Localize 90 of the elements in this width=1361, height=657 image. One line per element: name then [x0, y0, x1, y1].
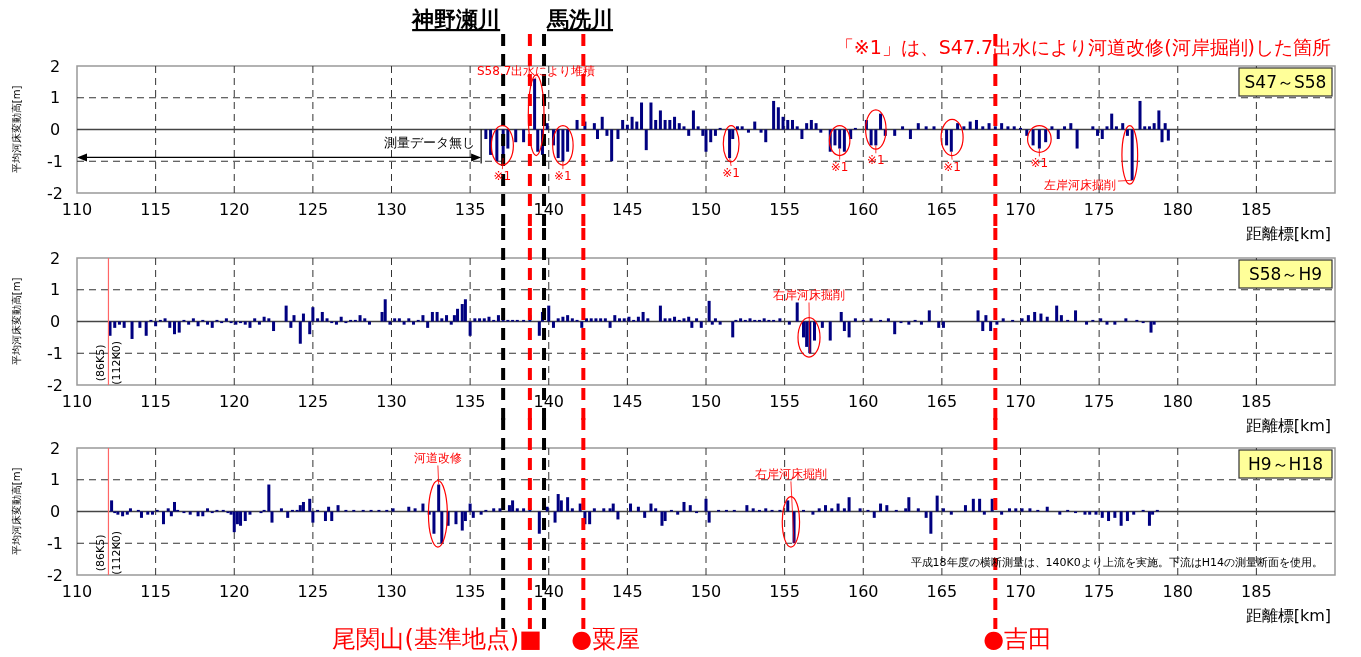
y-axis-title: 平均河床変動高[m] — [10, 277, 22, 366]
y-axis-title: 平均河床変動高[m] — [10, 85, 22, 174]
y-tick-label: -2 — [47, 565, 63, 585]
y-tick-label: 0 — [49, 120, 61, 139]
y-tick-label: 1 — [49, 280, 61, 300]
y-axis-title: 平均河床変動高[m] — [10, 467, 22, 556]
x-tick-label: 175 — [1083, 392, 1115, 411]
ref-line-label: 神野瀬川 — [411, 7, 501, 32]
x-tick-label: 155 — [769, 582, 800, 601]
y-tick-label: 2 — [49, 248, 61, 268]
chart-title: S47～S58 — [1244, 72, 1327, 92]
y-tick-label: 2 — [49, 438, 61, 458]
x-tick-label: 130 — [376, 582, 407, 601]
x-tick-label: 135 — [454, 200, 486, 219]
x-tick-label: 170 — [1005, 392, 1036, 411]
x-tick-label: 125 — [297, 582, 329, 601]
annotation: 左岸河床掘削 — [1043, 178, 1116, 193]
x-axis-title: 距離標[km] — [1245, 606, 1331, 625]
x-tick-label: 165 — [926, 200, 958, 219]
x-tick-label: 125 — [297, 392, 329, 411]
x-tick-label: 145 — [612, 200, 643, 219]
annotation: ※1 — [943, 159, 961, 174]
y-tick-label: -2 — [47, 375, 63, 395]
x-tick-label: 160 — [847, 200, 879, 219]
x-axis-title: 距離標[km] — [1245, 224, 1331, 243]
x-tick-label: 160 — [847, 582, 879, 601]
x-tick-label: 185 — [1241, 200, 1272, 219]
x-tick-label: 115 — [140, 200, 171, 219]
x-tick-label: 185 — [1241, 392, 1272, 411]
y-tick-label: 1 — [49, 470, 61, 490]
x-tick-label: 170 — [1005, 582, 1036, 601]
y-tick-label: 0 — [49, 502, 61, 521]
x-tick-label: 170 — [1005, 200, 1036, 219]
x-tick-label: 165 — [926, 582, 958, 601]
chart-title: H9～H18 — [1247, 454, 1324, 474]
x-tick-label: 125 — [297, 200, 329, 219]
annotation: 河道改修 — [413, 451, 462, 466]
x-tick-label: 130 — [376, 392, 407, 411]
ref-line-label: ●吉田 — [983, 625, 1053, 653]
annotation: ※1 — [554, 169, 572, 184]
x-tick-label: 150 — [690, 392, 722, 411]
x-tick-label: 120 — [218, 582, 250, 601]
ref-line-label: 測量データ無し — [384, 135, 476, 151]
x-tick-label: 135 — [454, 392, 486, 411]
x-tick-label: 155 — [769, 200, 800, 219]
y-tick-label: 2 — [49, 56, 61, 76]
annotation: ※1 — [1030, 156, 1049, 171]
x-tick-label: 120 — [218, 392, 250, 411]
chart-title: S58～H9 — [1248, 264, 1323, 284]
y-tick-label: -1 — [47, 151, 63, 171]
x-tick-label: 140 — [533, 582, 565, 601]
annotation: ※1 — [493, 169, 512, 184]
x-tick-label: 135 — [454, 582, 486, 601]
annotation: ※1 — [722, 166, 741, 180]
x-tick-label: 110 — [61, 582, 93, 601]
y-tick-label: -1 — [47, 533, 63, 553]
annotation: ※1 — [830, 159, 849, 174]
ref-line-label: (86K5) (112K0) — [93, 530, 123, 575]
x-tick-label: 185 — [1241, 582, 1272, 601]
x-tick-label: 145 — [612, 582, 643, 601]
ref-line-label: ●粟屋 — [571, 625, 641, 653]
x-tick-label: 140 — [533, 392, 565, 411]
x-tick-label: 150 — [690, 200, 722, 219]
x-tick-label: 145 — [612, 392, 643, 411]
x-tick-label: 150 — [690, 582, 722, 601]
ref-line-label: (86K5) (112K0) — [93, 340, 123, 385]
x-axis-title: 距離標[km] — [1245, 416, 1331, 435]
x-tick-label: 165 — [926, 392, 958, 411]
y-tick-label: 0 — [49, 312, 61, 331]
y-tick-label: -1 — [47, 343, 63, 363]
annotation: 右岸河床掘削 — [773, 288, 845, 303]
x-tick-label: 180 — [1162, 582, 1194, 601]
x-tick-label: 175 — [1083, 200, 1115, 219]
y-tick-label: 1 — [49, 88, 61, 108]
x-tick-label: 180 — [1162, 392, 1194, 411]
y-tick-label: -2 — [47, 183, 63, 203]
ref-line-label: 尾関山(基準地点)■ — [332, 625, 542, 653]
x-tick-label: 115 — [140, 582, 171, 601]
x-tick-label: 175 — [1083, 582, 1115, 601]
ref-line-label: 馬洗川 — [546, 7, 614, 32]
x-tick-label: 140 — [533, 200, 565, 219]
x-tick-label: 130 — [376, 200, 407, 219]
x-tick-label: 115 — [140, 392, 171, 411]
x-tick-label: 120 — [218, 200, 250, 219]
x-tick-label: 160 — [847, 392, 879, 411]
x-tick-label: 110 — [61, 392, 93, 411]
x-tick-label: 155 — [769, 392, 800, 411]
x-tick-label: 110 — [61, 200, 93, 219]
x-tick-label: 180 — [1162, 200, 1194, 219]
annotation: 右岸河床掘削 — [754, 467, 827, 482]
